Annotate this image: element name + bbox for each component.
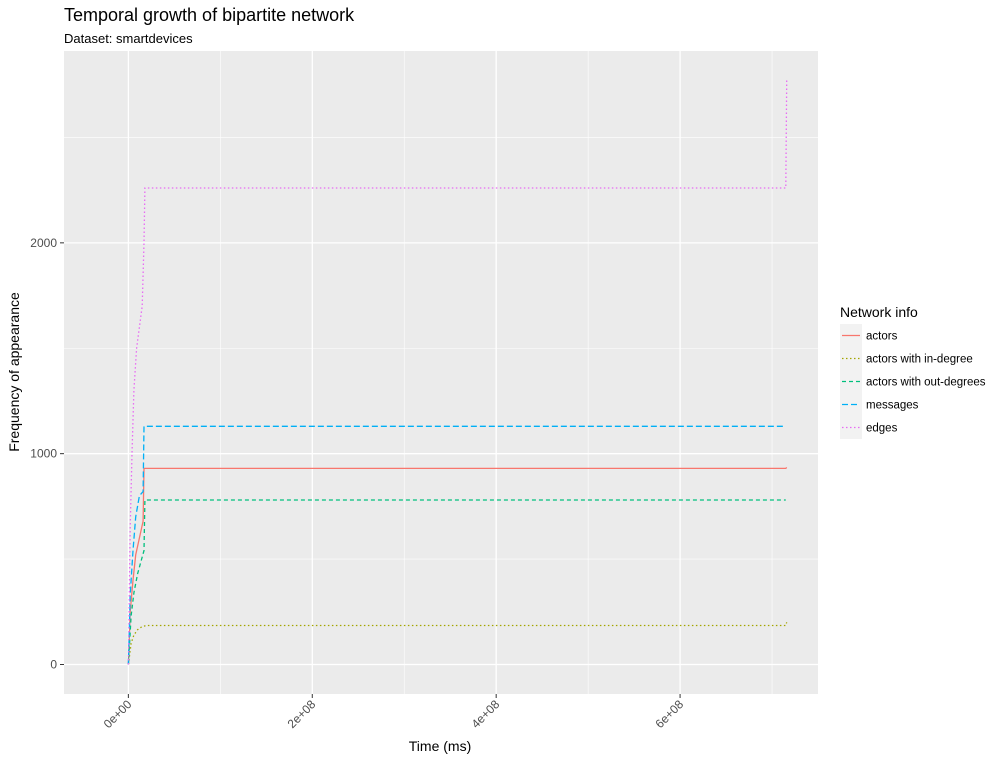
y-tick-label: 1000	[30, 447, 57, 461]
y-axis: 0 1000 2000	[30, 236, 64, 671]
x-tick-label: 2e+08	[285, 697, 319, 731]
x-axis: 0e+00 2e+08 4e+08 6e+08	[101, 694, 686, 731]
legend-label: edges	[866, 423, 898, 435]
x-tick-label: 6e+08	[652, 697, 686, 731]
legend-label: actors with in-degree	[866, 354, 973, 366]
x-tick-label: 4e+08	[469, 697, 503, 731]
plot-area	[64, 51, 818, 694]
plot-panel	[64, 51, 818, 694]
y-tick-label: 0	[50, 657, 57, 671]
legend-label: actors	[866, 331, 898, 343]
series-line-2	[127, 499, 786, 665]
legend: Network info actors actors with in-degree…	[840, 304, 986, 439]
x-axis-title: Time (ms)	[409, 738, 471, 754]
chart-title: Temporal growth of bipartite network	[64, 5, 355, 25]
series-line-3	[127, 425, 786, 665]
legend-label: actors with out-degrees	[866, 377, 986, 389]
y-tick-label: 2000	[30, 236, 57, 250]
legend-label: messages	[866, 400, 919, 412]
series-line-0	[127, 466, 788, 665]
chart-subtitle: Dataset: smartdevices	[64, 31, 193, 46]
y-axis-title: Frequency of appearance	[6, 292, 22, 452]
legend-title: Network info	[840, 304, 918, 320]
x-tick-label: 0e+00	[101, 697, 135, 731]
